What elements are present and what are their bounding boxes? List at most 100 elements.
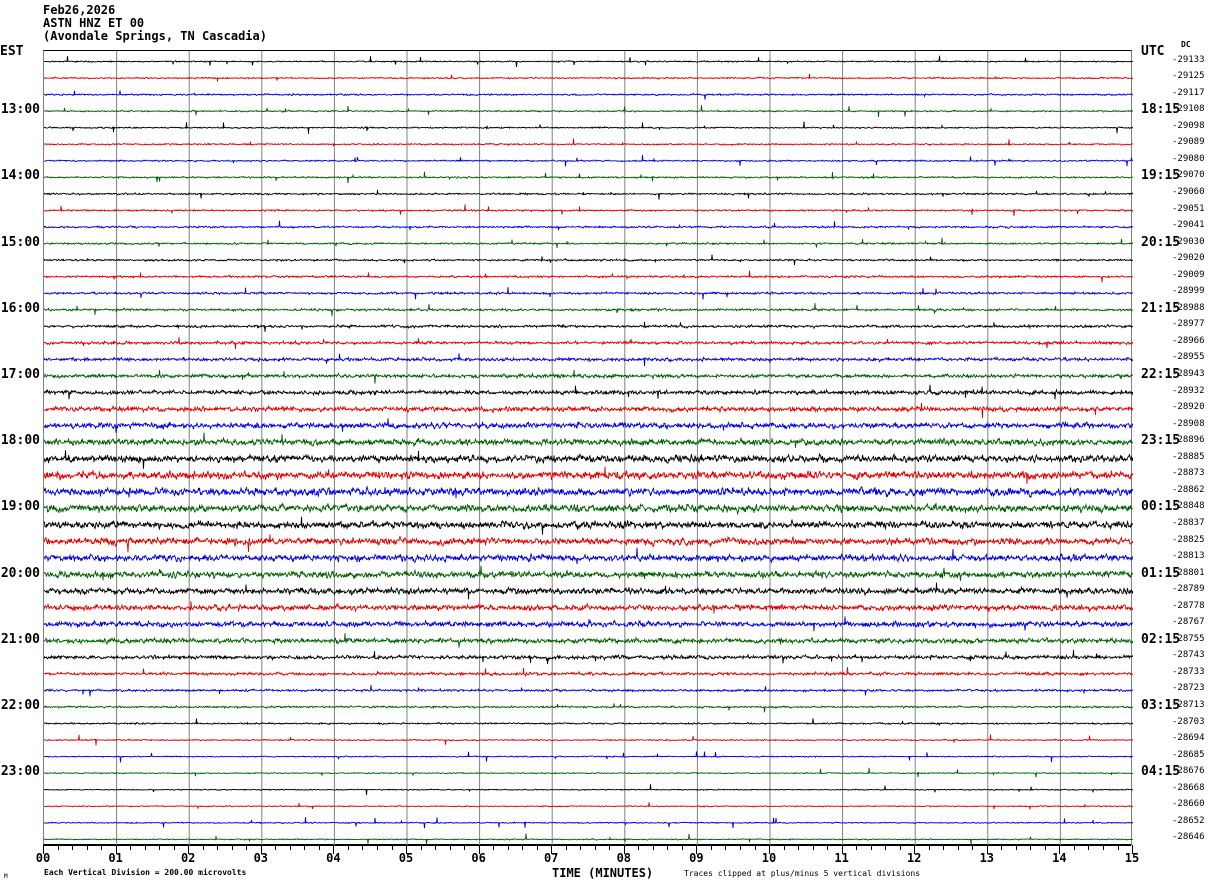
dc-value: -29020 (1172, 253, 1205, 264)
dc-value: -28885 (1172, 451, 1205, 462)
x-tick-label-04: 04 (326, 851, 341, 865)
x-tick-label-10: 10 (761, 851, 777, 865)
dc-column-label: DC (1181, 40, 1191, 49)
x-tick (943, 845, 945, 850)
dc-value: -29098 (1172, 120, 1205, 131)
dc-value: -29009 (1172, 269, 1205, 280)
dc-value: -28743 (1172, 650, 1205, 661)
x-tick (435, 845, 436, 850)
dc-value: -29080 (1172, 153, 1205, 164)
x-tick (885, 845, 887, 850)
x-tick (1001, 845, 1003, 850)
x-tick (798, 845, 799, 850)
x-tick (144, 845, 146, 850)
dc-value: -29125 (1172, 71, 1205, 81)
dc-value: -28703 (1172, 716, 1205, 727)
x-tick (275, 845, 277, 850)
x-tick (101, 845, 103, 850)
x-tick (928, 845, 930, 850)
dc-value: -28920 (1172, 402, 1205, 413)
corner-mark: M (4, 873, 8, 880)
dc-value: -28713 (1172, 700, 1205, 710)
utc-tick-2015: 20:15 (1141, 234, 1181, 250)
x-tick (217, 845, 219, 850)
est-tick-1400: 14:00 (0, 168, 40, 184)
dc-value: -28977 (1172, 319, 1205, 330)
x-tick (899, 845, 901, 850)
utc-tick-1915: 19:15 (1141, 168, 1181, 184)
est-tick-2000: 20:00 (0, 565, 40, 581)
est-tick-1900: 19:00 (0, 499, 40, 515)
x-tick (130, 845, 132, 850)
x-tick (1059, 845, 1061, 854)
dc-value: -29117 (1172, 87, 1205, 98)
x-tick (856, 845, 858, 850)
dc-value: -28676 (1172, 766, 1205, 777)
x-tick (115, 845, 117, 854)
x-tick (377, 845, 378, 850)
clip-note: Traces clipped at plus/minus 5 vertical … (684, 869, 921, 878)
x-axis-title: TIME (MINUTES) (552, 866, 654, 880)
x-tick-label-11: 11 (834, 851, 849, 865)
utc-tick-0115: 01:15 (1141, 565, 1181, 581)
est-tick-2100: 21:00 (0, 631, 40, 647)
x-tick (667, 845, 669, 850)
dc-value: -28694 (1172, 733, 1205, 744)
x-tick-label-01: 01 (108, 851, 123, 865)
dc-value: -28660 (1172, 799, 1205, 810)
dc-value: -29041 (1172, 220, 1205, 230)
dc-value: -28955 (1172, 352, 1205, 363)
x-tick (159, 845, 161, 850)
dc-value: -28801 (1172, 567, 1205, 578)
dc-value: -28862 (1172, 484, 1205, 495)
x-tick (464, 845, 466, 850)
x-tick (188, 845, 190, 854)
x-tick (86, 845, 88, 850)
utc-tick-2115: 21:15 (1141, 300, 1181, 316)
x-tick (696, 845, 698, 854)
dc-value: -28755 (1172, 633, 1205, 644)
x-tick (522, 845, 524, 850)
x-tick (202, 845, 204, 850)
dc-value: -28837 (1172, 517, 1205, 528)
utc-tick-0315: 03:15 (1141, 698, 1181, 713)
x-tick (914, 845, 916, 854)
header-station: ASTN HNZ ET 00 (43, 16, 145, 30)
x-tick-label-02: 02 (180, 851, 196, 865)
x-tick (812, 845, 814, 850)
utc-tick-2215: 22:15 (1141, 366, 1181, 382)
header-date: Feb26,2026 (43, 3, 116, 17)
x-tick (769, 845, 770, 854)
x-tick (493, 845, 495, 850)
left-axis-label: EST (0, 44, 24, 59)
seismic-traces (44, 55, 1133, 845)
x-tick (260, 845, 262, 854)
utc-tick-0215: 02:15 (1141, 631, 1181, 647)
x-tick (362, 845, 364, 850)
utc-tick-1815: 18:15 (1141, 102, 1181, 118)
x-tick-label-03: 03 (253, 851, 269, 865)
x-tick (681, 845, 683, 850)
x-tick-label-05: 05 (398, 851, 414, 865)
dc-value: -28896 (1172, 435, 1205, 446)
dc-value: -29108 (1172, 104, 1205, 115)
dc-value: -28988 (1172, 302, 1205, 313)
helicorder-plot[interactable] (43, 50, 1133, 846)
dc-value: -28999 (1172, 286, 1205, 297)
x-tick-label-15: 15 (1124, 851, 1140, 865)
dc-value: -28733 (1172, 666, 1205, 677)
dc-value: -28873 (1172, 468, 1205, 479)
dc-value: -29089 (1172, 137, 1205, 148)
x-tick (652, 845, 654, 850)
header-location: (Avondale Springs, TN Cascadia) (43, 29, 267, 43)
dc-value: -28685 (1172, 749, 1205, 760)
dc-value: -28943 (1172, 368, 1205, 379)
x-tick (318, 845, 320, 850)
dc-value: -28848 (1172, 501, 1205, 512)
x-tick (391, 845, 393, 850)
right-axis-label: UTC (1141, 44, 1165, 59)
dc-value: -29030 (1172, 236, 1205, 247)
x-tick (1015, 845, 1017, 850)
est-tick-1600: 16:00 (0, 300, 40, 316)
x-tick-label-09: 09 (689, 851, 704, 865)
